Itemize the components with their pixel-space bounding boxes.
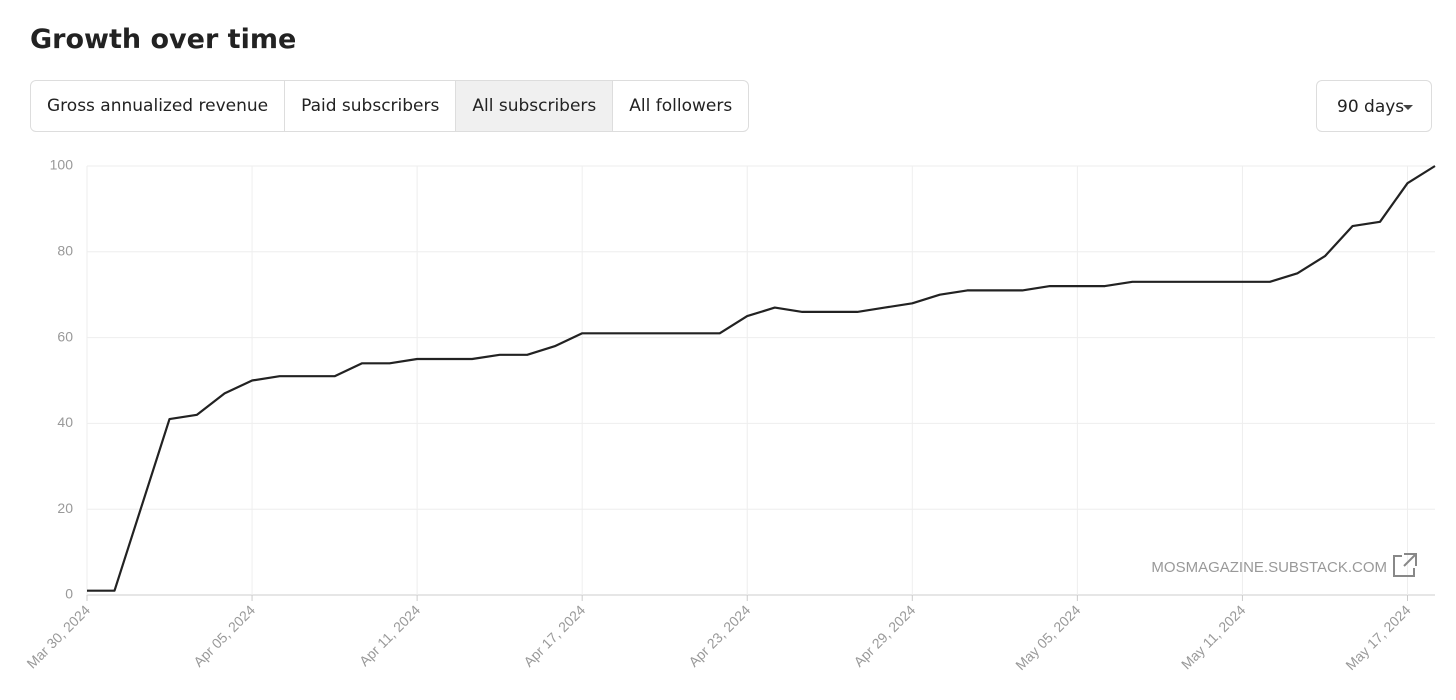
y-tick-label: 20: [57, 500, 73, 516]
y-tick-label: 60: [57, 328, 73, 344]
y-tick-label: 100: [50, 157, 74, 173]
x-tick-label: May 17, 2024: [1342, 602, 1413, 673]
tab[interactable]: All subscribers: [456, 81, 614, 131]
y-tick-label: 80: [57, 243, 73, 259]
x-tick-label: May 11, 2024: [1178, 602, 1249, 673]
x-tick-label: Apr 05, 2024: [190, 602, 258, 670]
x-tick-label: Apr 11, 2024: [356, 602, 423, 669]
tab[interactable]: Paid subscribers: [285, 81, 457, 131]
y-tick-label: 40: [57, 414, 73, 430]
x-tick-label: Apr 17, 2024: [520, 602, 588, 670]
external-link-icon: [1393, 553, 1417, 577]
range-dropdown[interactable]: 90 days: [1316, 80, 1432, 132]
x-tick-label: May 05, 2024: [1012, 602, 1083, 673]
y-tick-label: 0: [65, 586, 73, 602]
x-tick-label: Apr 29, 2024: [850, 602, 918, 670]
chart-title: Growth over time: [30, 24, 297, 55]
tab[interactable]: Gross annualized revenue: [31, 81, 286, 131]
x-tick-label: Apr 23, 2024: [685, 602, 753, 670]
range-label: 90 days: [1337, 97, 1405, 117]
line: [87, 165, 1436, 592]
plot: 0 20 40 60 80 100 Mar 30, 2024 Apr 05, 2024 Apr …: [23, 157, 1436, 673]
watermark: MOSMAGAZINE.SUBSTACK.COM: [1151, 559, 1387, 576]
tab[interactable]: All followers: [629, 96, 733, 116]
tab-bar: Gross annualized revenue Paid subscribers…: [30, 80, 750, 132]
dropdown-arrow: [1403, 105, 1413, 110]
x-tick-label: Mar 30, 2024: [23, 602, 93, 672]
